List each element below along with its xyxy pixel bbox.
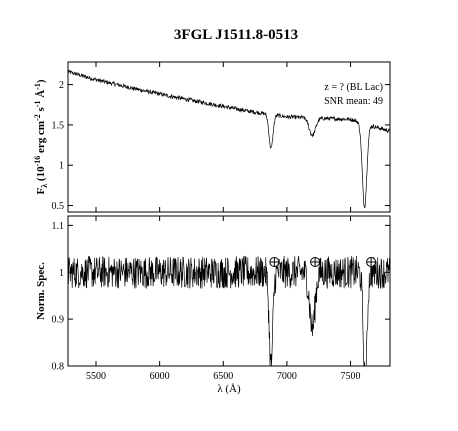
bottom-y-axis: 0.8 0.9 1 1.1 (52, 221, 390, 373)
y-tick-label: 0.9 (52, 315, 65, 326)
y-tick-label: 1.1 (52, 221, 65, 232)
telluric-earth-icon (310, 257, 321, 267)
y-tick-label: 1 (59, 268, 64, 279)
chart-title: 3FGL J1511.8-0513 (174, 27, 298, 43)
y-label-part: erg cm (35, 121, 47, 156)
y-label-part: λ (40, 184, 49, 188)
top-spectrum-line (67, 69, 391, 209)
snr-annotation: SNR mean: 49 (324, 96, 383, 107)
top-panel: 0.511.52 z = ? (BL Lac) SNR mean: 49 Fλ … (33, 61, 391, 213)
y-tick-label: 1 (59, 161, 64, 172)
x-tick-label: 6500 (213, 371, 233, 382)
y-label-part: -16 (33, 156, 42, 167)
bottom-plot-frame (67, 215, 391, 367)
x-tick-label: 7500 (341, 371, 361, 382)
bottom-spectrum-line (67, 255, 391, 367)
y-tick-label: 2 (59, 80, 64, 91)
bottom-x-axis: 5500 6000 6500 7000 7500 (86, 216, 361, 382)
y-label-part: (10 (35, 166, 47, 184)
y-label-part: -1 (33, 101, 42, 108)
y-label-part: ) (35, 79, 47, 83)
top-y-axis: 0.5 1 1.5 2 (52, 80, 390, 212)
telluric-earth-icon (366, 257, 377, 267)
x-tick-label: 6000 (150, 371, 170, 382)
y-label-part: Å (35, 90, 47, 101)
x-axis-label: λ (Å) (217, 383, 241, 395)
redshift-annotation: z = ? (BL Lac) (324, 82, 383, 93)
telluric-markers (269, 257, 377, 267)
y-label-part: -1 (33, 83, 42, 90)
bottom-y-axis-label: Norm. Spec. (35, 262, 47, 320)
top-y-axis-label: Fλ (10-16 erg cm-2 s-1 Å-1) (33, 79, 49, 194)
x-tick-label: 7000 (277, 371, 297, 382)
x-tick-label: 5500 (86, 371, 106, 382)
top-plot-frame (67, 61, 391, 213)
y-label-part: F (35, 188, 47, 195)
top-x-ticks (95, 62, 352, 212)
bottom-panel: 0.8 0.9 1 1.1 5500 6000 6500 7000 7500 Norm. Sp… (35, 215, 391, 395)
y-tick-label: 0.8 (52, 362, 65, 373)
y-tick-label: 1.5 (52, 120, 65, 131)
y-label-part: s (35, 107, 47, 115)
y-label-part: -2 (33, 114, 42, 121)
y-tick-label: 0.5 (52, 201, 65, 212)
telluric-earth-icon (269, 257, 280, 267)
